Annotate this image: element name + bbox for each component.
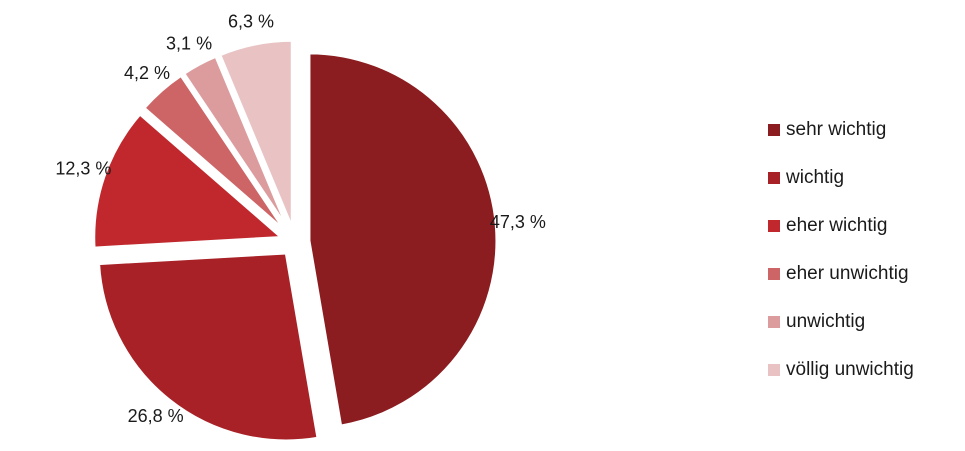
pie-data-label: 47,3 % bbox=[490, 212, 546, 232]
pie-slice-voellig-unwichtig bbox=[218, 38, 294, 230]
legend-label: unwichtig bbox=[786, 311, 866, 332]
pie-slice-wichtig bbox=[97, 251, 320, 443]
legend-item-sehr-wichtig: sehr wichtig bbox=[768, 114, 914, 146]
pie-data-labels: 47,3 % 26,8 % 12,3 % 4,2 % 3,1 % 6,3 % bbox=[55, 11, 546, 425]
legend-item-eher-unwichtig: eher unwichtig bbox=[768, 258, 914, 290]
legend-label: eher wichtig bbox=[786, 215, 888, 236]
legend-item-voellig-unwichtig: völlig unwichtig bbox=[768, 354, 914, 386]
pie-slice-eher-unwichtig bbox=[142, 73, 288, 233]
legend-item-wichtig: wichtig bbox=[768, 162, 914, 194]
pie-data-label: 3,1 % bbox=[166, 34, 212, 54]
legend-swatch bbox=[768, 124, 780, 136]
pie-slice-eher-wichtig bbox=[92, 112, 284, 250]
legend-item-eher-wichtig: eher wichtig bbox=[768, 210, 914, 242]
legend-label: wichtig bbox=[786, 167, 845, 188]
pie-slice-unwichtig bbox=[182, 54, 290, 232]
legend-swatch bbox=[768, 268, 780, 280]
legend-swatch bbox=[768, 172, 780, 184]
pie-slices bbox=[92, 38, 499, 443]
pie-data-label: 4,2 % bbox=[124, 63, 170, 83]
legend-label: sehr wichtig bbox=[786, 119, 887, 140]
legend-item-unwichtig: unwichtig bbox=[768, 306, 914, 338]
legend: sehr wichtig wichtig eher wichtig eher u… bbox=[768, 114, 914, 402]
pie-data-label: 12,3 % bbox=[55, 158, 111, 178]
legend-swatch bbox=[768, 364, 780, 376]
pie-data-label: 6,3 % bbox=[228, 11, 274, 31]
legend-swatch bbox=[768, 220, 780, 232]
pie-data-label: 26,8 % bbox=[128, 406, 184, 426]
legend-label: völlig unwichtig bbox=[786, 359, 914, 380]
pie-slice-sehr-wichtig bbox=[307, 51, 499, 428]
legend-swatch bbox=[768, 316, 780, 328]
legend-label: eher unwichtig bbox=[786, 263, 909, 284]
